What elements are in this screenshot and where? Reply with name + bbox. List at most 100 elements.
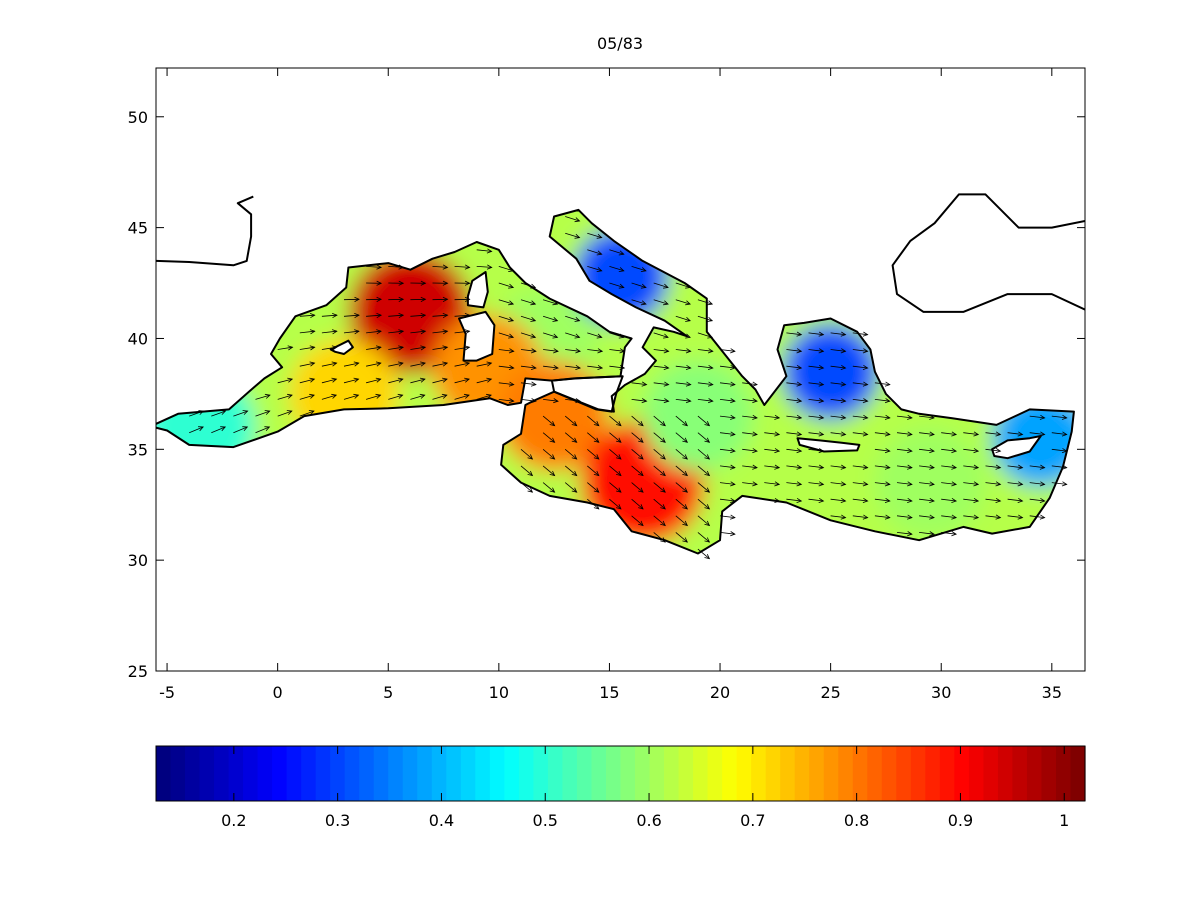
flow-arrow: [896, 431, 913, 437]
flow-arrow: [564, 482, 578, 493]
flow-arrow: [852, 398, 869, 404]
value-region: [875, 427, 986, 538]
island-coastline: [466, 271, 489, 309]
flow-arrow: [808, 481, 825, 487]
flow-arrow: [1007, 464, 1024, 470]
flow-arrow: [852, 464, 869, 470]
flow-arrow: [874, 398, 891, 404]
x-tick-label: 35: [1042, 683, 1062, 702]
flow-arrow: [697, 432, 711, 443]
flow-arrow: [277, 377, 294, 384]
flow-arrow: [498, 364, 515, 370]
flow-arrow: [830, 514, 847, 520]
colorbar-cell: [576, 746, 593, 801]
colorbar-tick-label: 1: [1059, 811, 1069, 830]
flow-arrow: [941, 514, 958, 520]
colorbar-cell: [504, 746, 520, 801]
colorbar-cell: [794, 746, 810, 801]
flow-arrow: [498, 282, 515, 289]
flow-arrow: [742, 481, 758, 487]
flow-arrow: [609, 498, 622, 510]
flow-arrow: [299, 313, 316, 319]
x-tick-label: 30: [931, 683, 951, 702]
colorbar-cell: [765, 746, 781, 801]
flow-arrow: [609, 249, 625, 256]
colorbar-cell: [257, 746, 273, 801]
flow-arrow: [764, 448, 781, 454]
flow-arrow: [365, 393, 382, 400]
flow-arrow: [366, 313, 383, 319]
colorbar: 0.2 0.3 0.4 0.5 0.6 0.7 0.8 0.9 1: [155, 745, 1086, 830]
flow-arrow: [852, 331, 869, 337]
value-region: [156, 372, 256, 483]
flow-arrow: [719, 531, 736, 537]
flow-arrow: [631, 381, 648, 387]
flow-arrow: [631, 432, 644, 443]
colorbar-cell: [954, 746, 970, 801]
colorbar-tick-label: 0.5: [533, 811, 558, 830]
colorbar-cell: [170, 746, 186, 801]
flow-arrow: [719, 481, 736, 487]
flow-arrow: [631, 415, 644, 427]
flow-arrow: [1029, 481, 1046, 487]
flow-arrow: [675, 482, 689, 493]
flow-arrow: [941, 464, 957, 470]
flow-arrow: [653, 364, 670, 370]
colorbar-cell: [1026, 746, 1043, 801]
flow-arrow: [963, 448, 980, 454]
flow-arrow: [454, 264, 471, 270]
flow-arrow: [587, 432, 600, 443]
flow-arrow: [852, 514, 869, 520]
flow-arrow: [697, 515, 711, 527]
flow-arrow: [941, 448, 958, 454]
flow-arrow: [454, 345, 471, 351]
flow-arrow: [852, 381, 869, 387]
flow-arrow: [476, 361, 493, 367]
y-tick-label: 25: [128, 662, 148, 681]
flow-arrow: [299, 361, 316, 367]
flow-arrow: [941, 481, 958, 487]
colorbar-cell: [736, 746, 752, 801]
flow-arrow: [587, 415, 600, 427]
flow-arrow: [653, 299, 669, 306]
flow-arrow: [830, 398, 847, 404]
flow-arrow: [564, 415, 578, 427]
flow-arrow: [675, 348, 692, 354]
flow-arrow: [366, 377, 382, 384]
flow-arrow: [675, 299, 691, 306]
flow-arrow: [1029, 414, 1046, 420]
flow-arrow: [321, 329, 338, 335]
flow-arrow: [675, 364, 692, 370]
flow-arrow: [631, 266, 647, 272]
flow-arrow: [852, 431, 869, 437]
flow-arrow: [631, 465, 644, 477]
colorbar-cell: [1055, 746, 1072, 801]
flow-arrow: [896, 514, 913, 520]
flow-arrow: [321, 393, 338, 400]
flow-arrow: [896, 414, 913, 420]
flow-arrow: [874, 431, 891, 437]
flow-arrow: [742, 431, 758, 437]
flow-arrow: [786, 448, 803, 454]
flow-arrow: [742, 464, 758, 470]
flow-arrow: [919, 431, 935, 437]
flow-arrow: [675, 515, 689, 527]
colorbar-cell: [185, 746, 201, 801]
flow-arrow: [697, 348, 714, 354]
flow-arrow: [675, 398, 692, 404]
flow-arrow: [432, 329, 449, 335]
flow-arrow: [697, 398, 714, 404]
flow-arrow: [808, 364, 825, 370]
value-region: [782, 323, 879, 420]
colorbar-cell: [330, 746, 346, 801]
flow-arrow: [587, 364, 604, 370]
flow-arrow: [366, 296, 383, 302]
flow-arrow: [985, 481, 1002, 487]
value-region: [642, 361, 753, 472]
chart-title: 05/83: [597, 34, 643, 53]
flow-arrow: [366, 329, 382, 335]
colorbar-cell: [867, 746, 883, 801]
flow-arrow: [697, 315, 714, 322]
flow-arrow: [675, 465, 689, 477]
flow-arrow: [299, 410, 315, 417]
